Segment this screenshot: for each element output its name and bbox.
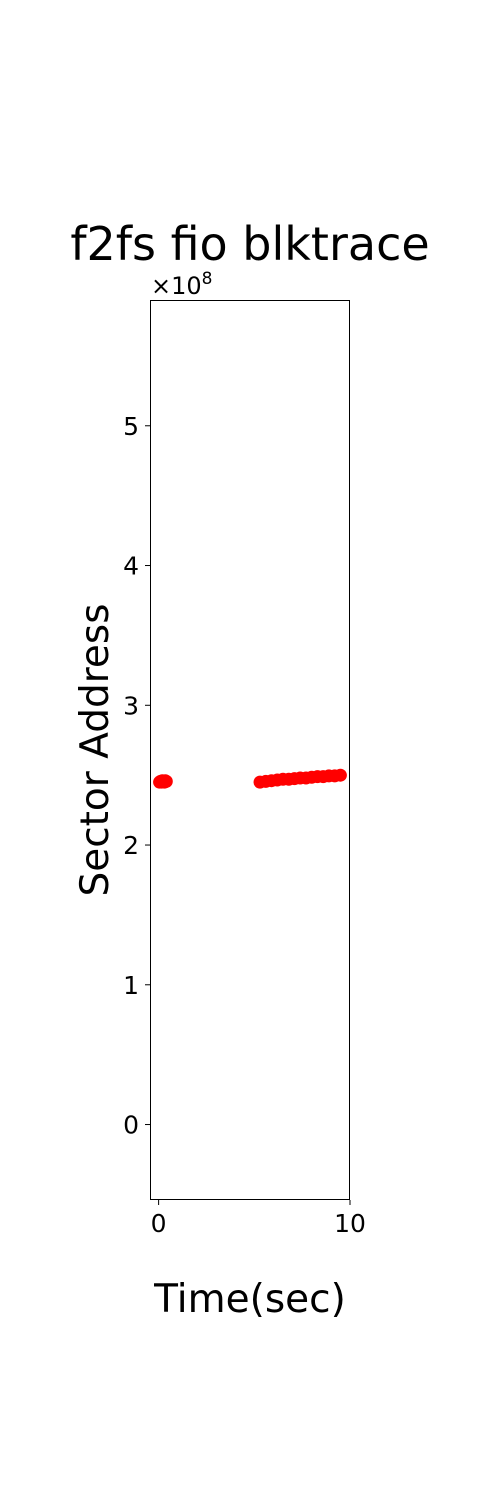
y-tick-label: 3 — [123, 691, 139, 720]
y-tick-label: 5 — [123, 412, 139, 441]
y-tick-label: 4 — [123, 552, 139, 581]
x-tick-label: 0 — [151, 1209, 167, 1238]
x-tick-label: 10 — [334, 1209, 366, 1238]
data-point — [159, 774, 173, 788]
y-tick-label: 2 — [123, 831, 139, 860]
plot-frame — [150, 300, 350, 1200]
chart-title: f2fs fio blktrace — [70, 217, 429, 271]
data-point — [333, 768, 347, 782]
y-tick-label: 0 — [123, 1111, 139, 1140]
y-axis-label: Sector Address — [73, 603, 118, 896]
x-axis-ticks: 0 10 — [151, 1200, 366, 1238]
y-tick-label: 1 — [123, 971, 139, 1000]
y-scale-label: ×108 — [151, 269, 212, 300]
y-axis-ticks: 0 1 2 3 4 5 — [123, 412, 150, 1140]
x-axis-label: Time(sec) — [153, 1277, 346, 1322]
data-points — [153, 768, 347, 789]
